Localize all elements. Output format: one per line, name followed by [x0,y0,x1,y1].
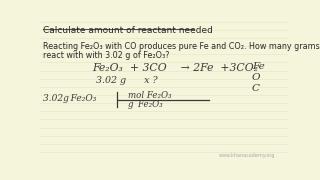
Text: www.khanacademy.org: www.khanacademy.org [219,153,275,158]
Text: Fe₂O₃  + 3CO    → 2Fe  +3CO₂: Fe₂O₃ + 3CO → 2Fe +3CO₂ [92,63,258,73]
Text: C: C [252,84,260,93]
Text: mol Fe₂O₃: mol Fe₂O₃ [128,91,172,100]
Text: Reacting Fe₂O₃ with CO produces pure Fe and CO₂. How many grams of CO are needed: Reacting Fe₂O₃ with CO produces pure Fe … [43,42,320,51]
Text: Fe: Fe [252,62,265,71]
Text: react with with 3.02 g of Fe₂O₃?: react with with 3.02 g of Fe₂O₃? [43,51,170,60]
Text: O: O [252,73,260,82]
Text: 3.02​g Fe₂O₃: 3.02​g Fe₂O₃ [43,94,96,103]
Text: g  Fe₂O₃: g Fe₂O₃ [128,100,163,109]
Text: 3.02 g      x ?: 3.02 g x ? [96,76,157,85]
Text: Calculate amount of reactant needed: Calculate amount of reactant needed [43,26,213,35]
